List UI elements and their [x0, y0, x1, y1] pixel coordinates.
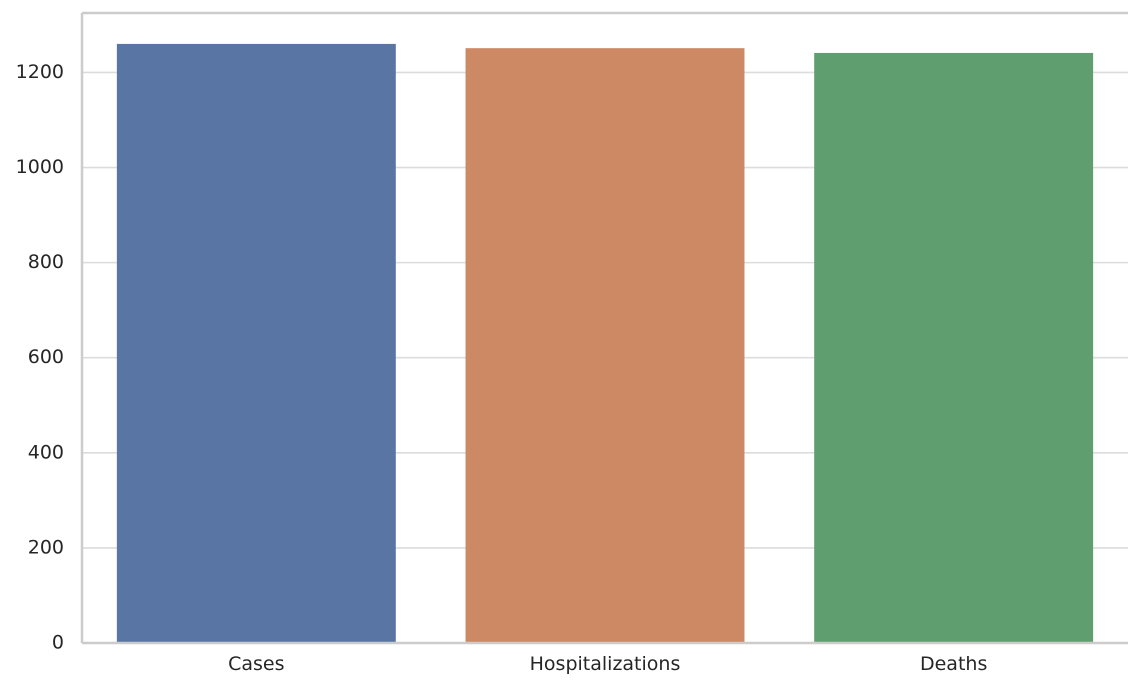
- y-tick-label-1000: 1000: [16, 156, 64, 178]
- bars: [116, 43, 1094, 644]
- y-tick-label-1200: 1200: [16, 61, 64, 83]
- bar-cases: [116, 43, 396, 644]
- bar-hospitalizations: [465, 48, 745, 643]
- y-axis-ticks: 0 200 400 600 800 1000 1200: [16, 61, 64, 654]
- y-tick-label-0: 0: [52, 632, 64, 654]
- x-tick-label-hospitalizations: Hospitalizations: [530, 653, 681, 675]
- y-tick-label-800: 800: [28, 251, 64, 273]
- bar-deaths: [814, 52, 1094, 643]
- x-axis-ticks: Cases Hospitalizations Deaths: [228, 653, 987, 675]
- y-tick-label-400: 400: [28, 441, 64, 463]
- y-tick-label-200: 200: [28, 536, 64, 558]
- x-tick-label-cases: Cases: [228, 653, 284, 675]
- y-tick-label-600: 600: [28, 346, 64, 368]
- x-tick-label-deaths: Deaths: [920, 653, 987, 675]
- axes-spines: [80, 11, 1128, 645]
